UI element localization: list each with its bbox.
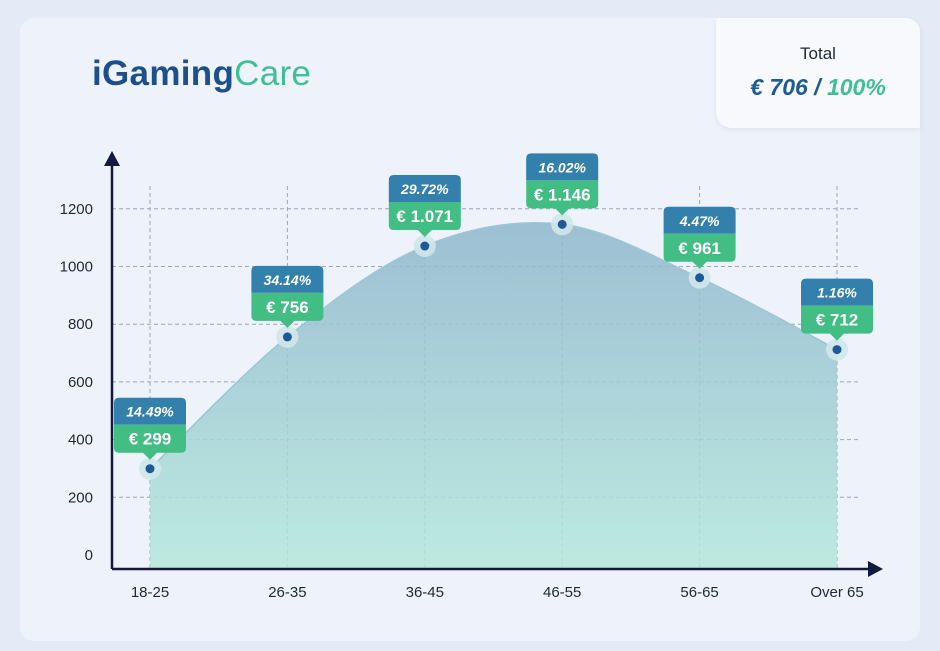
total-label: Total: [800, 44, 836, 63]
percent-label: 16.02%: [538, 159, 586, 175]
percent-label-box: [663, 206, 736, 234]
data-point: [832, 345, 842, 355]
value-label-box: [526, 180, 599, 216]
data-point: [695, 273, 705, 283]
x-tick-label: 56-65: [680, 584, 718, 601]
x-axis-arrow: [868, 561, 883, 577]
x-tick-label: 46-55: [543, 584, 581, 601]
logo-part-care: Care: [234, 54, 312, 93]
percent-label: 4.47%: [679, 213, 720, 229]
y-axis-arrow: [104, 151, 120, 166]
total-separator: /: [814, 74, 821, 100]
total-amount: € 706: [750, 74, 808, 100]
y-tick-label: 0: [85, 547, 93, 564]
percent-label-box: [526, 153, 599, 181]
y-tick-label: 1200: [60, 201, 93, 218]
data-point: [557, 219, 567, 229]
igamingcare-logo: iGamingCare: [92, 54, 311, 94]
value-label: € 299: [129, 430, 172, 449]
total-summary: Total € 706 / 100%: [716, 18, 920, 128]
y-tick-label: 800: [68, 316, 93, 333]
area-line: [149, 222, 838, 470]
x-tick-label: 36-45: [406, 584, 444, 601]
value-label-box: [801, 305, 873, 341]
area-fill: [150, 222, 837, 570]
data-point: [282, 332, 292, 342]
value-label-box: [114, 424, 186, 460]
value-label: € 712: [816, 311, 859, 330]
data-point: [145, 464, 155, 474]
total-value-line: € 706 / 100%: [716, 74, 920, 101]
percent-label-box: [801, 278, 873, 306]
y-tick-label: 600: [68, 374, 93, 391]
percent-label: 14.49%: [126, 404, 174, 420]
y-tick-label: 200: [68, 489, 93, 506]
value-label-box: [251, 292, 324, 328]
x-tick-label: 18-25: [131, 584, 169, 601]
percent-label-box: [251, 265, 324, 293]
y-tick-label: 1000: [60, 259, 93, 276]
percent-label: 1.16%: [817, 285, 857, 301]
data-point: [420, 241, 430, 251]
percent-label-box: [388, 175, 461, 203]
total-percent: 100%: [826, 74, 886, 100]
value-label: € 756: [266, 298, 309, 317]
x-tick-label: Over 65: [810, 584, 863, 601]
value-label: € 1.146: [534, 185, 591, 204]
value-label-box: [388, 202, 461, 238]
x-tick-label: 26-35: [268, 584, 306, 601]
value-label: € 961: [678, 239, 721, 258]
percent-label: 34.14%: [264, 272, 312, 288]
logo-part-igaming: iGaming: [92, 54, 235, 93]
value-label: € 1.071: [396, 207, 453, 226]
y-tick-label: 400: [68, 432, 93, 449]
percent-label: 29.72%: [400, 181, 449, 197]
percent-label-box: [114, 397, 186, 425]
value-label-box: [663, 233, 736, 269]
